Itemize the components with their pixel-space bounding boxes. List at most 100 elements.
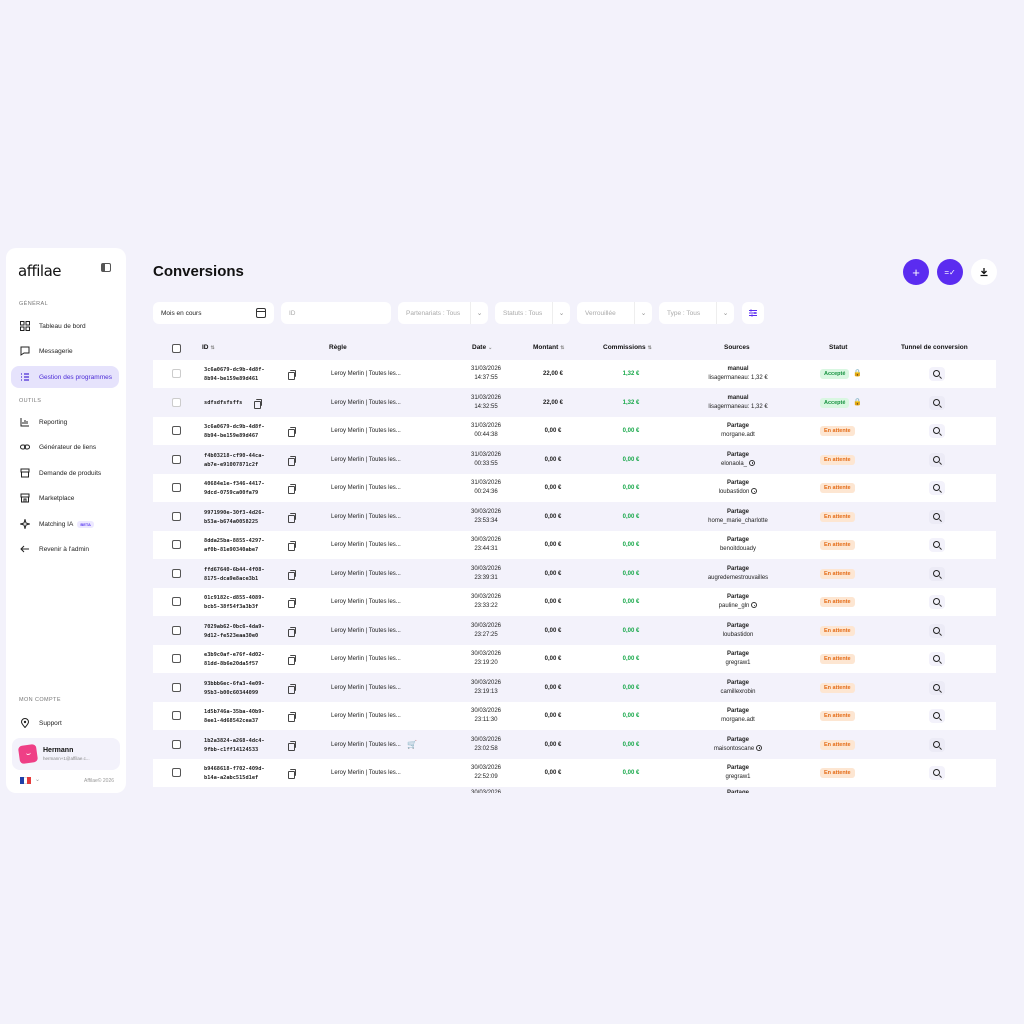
search-icon[interactable] bbox=[929, 453, 945, 467]
sliders-icon bbox=[748, 308, 758, 318]
table-row[interactable]: 3c6a0679-dc9b-4d8f- 8b94-be159e89d467 Lero… bbox=[153, 417, 996, 445]
partnerships-select[interactable]: Partenariats : Tous ⌄ bbox=[398, 302, 488, 324]
search-icon[interactable] bbox=[929, 652, 945, 666]
table-row[interactable]: 3c6a0679-dc9b-4d8f- 8b94-be159e89d461 Lero… bbox=[153, 360, 996, 388]
validate-button[interactable]: =✓ bbox=[937, 259, 963, 285]
sidebar-collapse-icon[interactable] bbox=[101, 263, 111, 272]
conversion-id: 93bbb6ec-6fa3-4e09- 95b3-b00c60344099 bbox=[204, 680, 286, 698]
table-row[interactable]: b9468618-f702-409d-b14a-a2abc515d1ef Lero… bbox=[153, 759, 996, 787]
select-all-checkbox[interactable] bbox=[172, 344, 181, 355]
user-card[interactable]: Hermann hermann+1@affilae.c... bbox=[12, 738, 120, 770]
search-icon[interactable] bbox=[929, 709, 945, 723]
table-row[interactable]: 93bbb6ec-6fa3-4e09- 95b3-b00c60344099 Lero… bbox=[153, 674, 996, 702]
col-date[interactable]: Date ⌄ bbox=[472, 344, 492, 351]
row-checkbox[interactable] bbox=[172, 626, 181, 637]
advanced-filters-button[interactable] bbox=[742, 302, 764, 324]
row-checkbox[interactable] bbox=[172, 597, 181, 608]
sidebar-item-matching-ia[interactable]: Matching IA BETA bbox=[11, 513, 119, 535]
sidebar-item-dashboard[interactable]: Tableau de bord bbox=[11, 315, 119, 337]
col-id[interactable]: ID ⇅ bbox=[202, 344, 215, 351]
date-cell: 30/03/2026 23:02:58 bbox=[453, 736, 519, 754]
col-amount[interactable]: Montant ⇅ bbox=[533, 344, 564, 351]
locked-select[interactable]: Verrouillée ⌄ bbox=[577, 302, 652, 324]
type-value: Type : Tous bbox=[667, 310, 700, 317]
table-row[interactable]: f4b03218-cf90-44ca-ab7e-e91007871c2f Lero… bbox=[153, 446, 996, 474]
row-checkbox[interactable] bbox=[172, 654, 181, 665]
copy-icon[interactable] bbox=[288, 655, 295, 663]
table-row[interactable]: 40684e1e-f346-4417- 9dcd-0759ca00fa79 Lero… bbox=[153, 474, 996, 502]
search-icon[interactable] bbox=[929, 510, 945, 524]
row-checkbox[interactable] bbox=[172, 711, 181, 722]
row-checkbox[interactable] bbox=[172, 483, 181, 494]
copy-icon[interactable] bbox=[288, 684, 295, 692]
id-search-input[interactable]: ID bbox=[281, 302, 391, 324]
copy-icon[interactable] bbox=[288, 541, 295, 549]
copy-icon[interactable] bbox=[288, 570, 295, 578]
copy-icon[interactable] bbox=[288, 769, 295, 777]
source-cell: Partage bbox=[693, 789, 783, 794]
period-select[interactable]: Mois en cours bbox=[153, 302, 274, 324]
copy-icon[interactable] bbox=[288, 741, 295, 749]
copy-icon[interactable] bbox=[288, 513, 295, 521]
table-row[interactable]: 1d5b746a-35ba-40b9- 8ee1-4d68542cea37 Lero… bbox=[153, 702, 996, 730]
date-cell: 30/03/2026 23:44:31 bbox=[453, 536, 519, 554]
search-icon[interactable] bbox=[929, 567, 945, 581]
search-icon[interactable] bbox=[929, 595, 945, 609]
table-row[interactable]: 8dda25ba-8855-4297- af0b-81e90340abe7 Lero… bbox=[153, 531, 996, 559]
search-icon[interactable] bbox=[929, 367, 945, 381]
add-button[interactable]: + bbox=[903, 259, 929, 285]
sidebar-item-product-request[interactable]: Demande de produits bbox=[11, 462, 119, 484]
table-row[interactable]: 01c9182c-d855-4089- bcb5-38f54f3a3b3f Lero… bbox=[153, 588, 996, 616]
table-row[interactable]: sdfsdfsfsffs Leroy Merlin | Toutes les...… bbox=[153, 389, 996, 417]
copy-icon[interactable] bbox=[288, 712, 295, 720]
download-button[interactable] bbox=[971, 259, 997, 285]
search-icon[interactable] bbox=[929, 738, 945, 752]
copy-icon[interactable] bbox=[288, 456, 295, 464]
french-flag-icon[interactable] bbox=[20, 777, 31, 784]
chevron-down-icon[interactable]: ⌄ bbox=[35, 776, 40, 783]
row-checkbox[interactable] bbox=[172, 569, 181, 580]
table-row[interactable]: e3b9c0af-e76f-4d02- 81dd-8b6e20da5f57 Lero… bbox=[153, 645, 996, 673]
copy-icon[interactable] bbox=[288, 370, 295, 378]
table-row[interactable]: 7029ab62-0bc6-4da9- 9d12-fe523eaa30e0 Lero… bbox=[153, 617, 996, 645]
search-icon[interactable] bbox=[929, 481, 945, 495]
copy-icon[interactable] bbox=[254, 399, 261, 407]
row-checkbox[interactable] bbox=[172, 369, 181, 380]
row-checkbox[interactable] bbox=[172, 455, 181, 466]
sidebar-item-link-generator[interactable]: Générateur de liens bbox=[11, 436, 119, 458]
copy-icon[interactable] bbox=[288, 484, 295, 492]
row-checkbox[interactable] bbox=[172, 398, 181, 409]
search-icon[interactable] bbox=[929, 766, 945, 780]
row-checkbox[interactable] bbox=[172, 540, 181, 551]
search-icon[interactable] bbox=[929, 424, 945, 438]
source-cell: Partage home_marie_charlotte bbox=[693, 508, 783, 526]
search-icon[interactable] bbox=[929, 624, 945, 638]
section-label-general: GÉNÉRAL bbox=[19, 301, 48, 307]
row-checkbox[interactable] bbox=[172, 683, 181, 694]
row-checkbox[interactable] bbox=[172, 768, 181, 779]
table-row[interactable]: ffd67640-6b44-4f08- 8175-dca9e8ace3b1 Lero… bbox=[153, 560, 996, 588]
copy-icon[interactable] bbox=[288, 598, 295, 606]
rule-text: Leroy Merlin | Toutes les... bbox=[331, 542, 401, 548]
rule-text: Leroy Merlin | Toutes les... bbox=[331, 685, 401, 691]
search-icon[interactable] bbox=[929, 538, 945, 552]
row-checkbox[interactable] bbox=[172, 426, 181, 437]
table-row[interactable]: 1b2a3824-a268-4dc4- 9fbb-c1ff14124533 Lero… bbox=[153, 731, 996, 759]
col-commissions[interactable]: Commissions ⇅ bbox=[603, 344, 652, 351]
search-icon[interactable] bbox=[929, 396, 945, 410]
row-checkbox[interactable] bbox=[172, 512, 181, 523]
sidebar-item-programs[interactable]: Gestion des programmes bbox=[11, 366, 119, 388]
type-select[interactable]: Type : Tous ⌄ bbox=[659, 302, 734, 324]
table-row[interactable]: 9971990e-30f3-4d26- b53a-b674a0058225 Lero… bbox=[153, 503, 996, 531]
copy-icon[interactable] bbox=[288, 627, 295, 635]
sidebar-item-reporting[interactable]: Reporting bbox=[11, 411, 119, 433]
sidebar-item-support[interactable]: Support bbox=[11, 712, 119, 734]
status-select[interactable]: Statuts : Tous ⌄ bbox=[495, 302, 570, 324]
search-icon[interactable] bbox=[929, 681, 945, 695]
copy-icon[interactable] bbox=[288, 427, 295, 435]
sidebar-item-messaging[interactable]: Messagerie bbox=[11, 340, 119, 362]
sidebar-item-marketplace[interactable]: Marketplace bbox=[11, 487, 119, 509]
row-checkbox[interactable] bbox=[172, 740, 181, 751]
equals-check-icon: =✓ bbox=[944, 268, 955, 277]
sidebar-item-back-admin[interactable]: Revenir à l'admin bbox=[11, 538, 119, 560]
